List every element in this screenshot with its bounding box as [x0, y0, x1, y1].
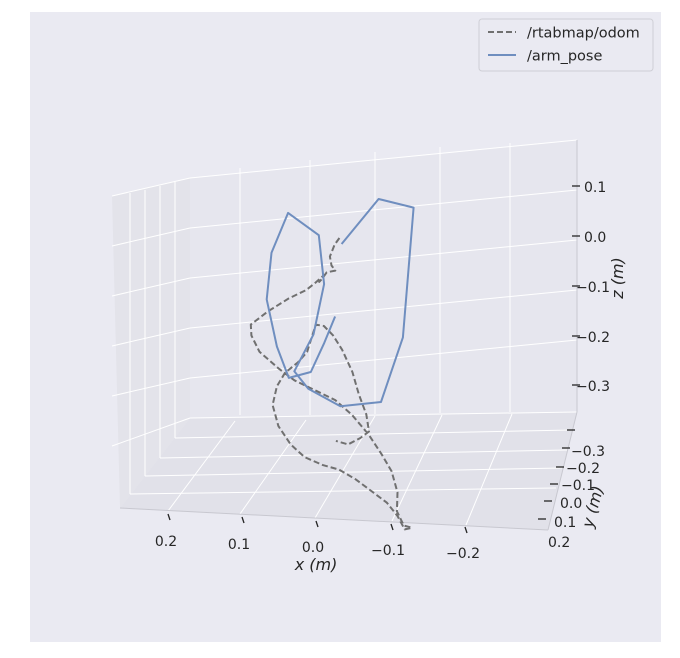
y-tick-labels: −0.3 −0.2 −0.1 0.0 0.1 0.2	[548, 444, 605, 551]
y-tick-label: −0.2	[566, 461, 600, 477]
series-line-odom	[249, 237, 413, 531]
legend-box	[478, 18, 654, 72]
x-tick-labels: 0.2 0.1 0.0 −0.1 −0.2	[155, 534, 480, 562]
tick-marks	[167, 185, 580, 534]
z-tick-label: 0.0	[584, 230, 606, 246]
z-tick-label: 0.1	[584, 180, 606, 196]
y-tick-label: −0.1	[561, 478, 595, 494]
y-tick-label: 0.0	[560, 496, 582, 512]
z-tick-labels: 0.1 0.0 −0.1 −0.2 −0.3	[576, 180, 610, 395]
pane-floor	[120, 412, 577, 530]
y-tick-label: 0.1	[554, 515, 576, 531]
x-tick-label: 0.1	[228, 537, 250, 553]
axis-lines	[119, 140, 578, 531]
series-line-arm-pose	[265, 198, 415, 408]
x-axis-label: x (m)	[294, 555, 338, 574]
y-tick-label: 0.2	[548, 535, 570, 551]
legend-label-arm-pose: /arm_pose	[527, 49, 602, 65]
x-tick-label: 0.0	[302, 540, 324, 556]
z-axis-label: z (m)	[608, 257, 627, 300]
z-tick-label: −0.1	[576, 280, 610, 296]
legend-label-odom: /rtabmap/odom	[527, 26, 640, 42]
x-tick-label: −0.1	[371, 543, 405, 559]
series-layer	[249, 198, 415, 531]
z-tick-label: −0.2	[576, 330, 610, 346]
y-tick-label: −0.3	[571, 444, 605, 460]
x-tick-label: 0.2	[155, 534, 177, 550]
x-tick-label: −0.2	[446, 546, 480, 562]
pane-back	[190, 140, 577, 418]
z-tick-label: −0.3	[576, 379, 610, 395]
legend: /rtabmap/odom /arm_pose	[478, 18, 654, 72]
